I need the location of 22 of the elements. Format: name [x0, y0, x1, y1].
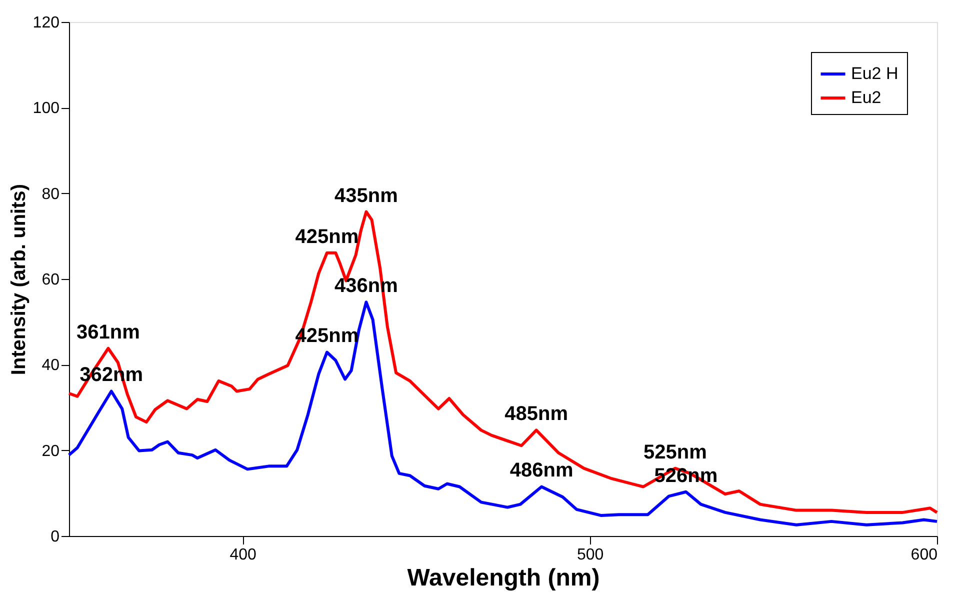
- x-tick-label: 500: [576, 546, 604, 564]
- annotation: 525nm: [644, 441, 707, 464]
- line-series: [68, 210, 938, 514]
- y-tick-label: 40: [42, 357, 60, 374]
- legend-label: Eu2 H: [851, 64, 898, 83]
- legend-label: Eu2: [851, 88, 882, 107]
- x-tick-label: 400: [230, 546, 257, 564]
- y-tick-label: 80: [42, 186, 60, 203]
- x-tick-label: 600: [910, 546, 938, 564]
- annotation: 361nm: [76, 321, 140, 344]
- x-axis-title: Wavelength (nm): [407, 564, 600, 592]
- y-tick-label: 100: [32, 100, 60, 118]
- y-tick-label: 0: [50, 528, 60, 546]
- y-axis-title: Intensity (arb. units): [8, 184, 30, 376]
- annotation: 485nm: [504, 403, 568, 426]
- y-tick-label: 20: [42, 442, 60, 460]
- annotation: 486nm: [510, 460, 574, 482]
- annotation: 435nm: [334, 184, 398, 207]
- annotation: 425nm: [295, 226, 359, 248]
- y-tick-label: 120: [32, 14, 60, 32]
- y-tick-label: 60: [42, 272, 60, 288]
- line-series: [68, 300, 938, 526]
